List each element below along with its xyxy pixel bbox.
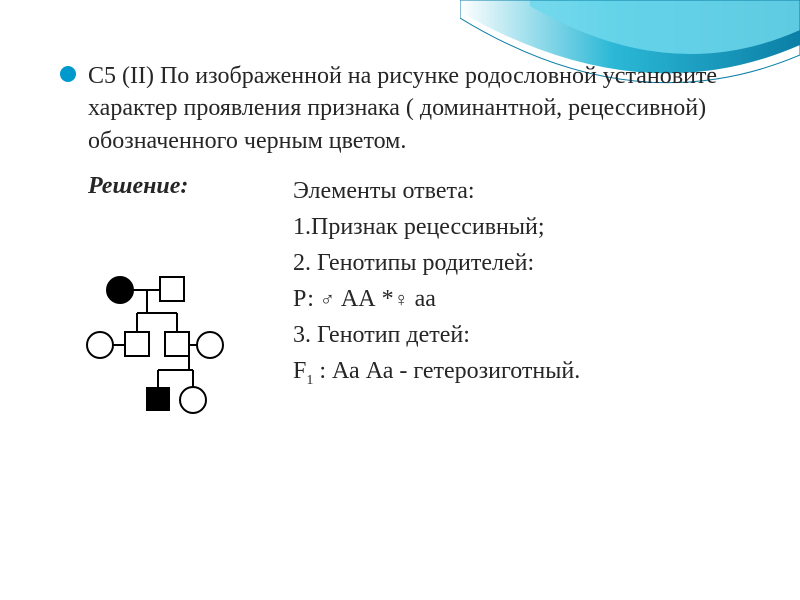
answers-block: Элементы ответа: 1.Признак рецессивный; … bbox=[293, 173, 580, 391]
male-icon: ♂ bbox=[320, 289, 335, 311]
answer-line-2: 2. Генотипы родителей: bbox=[293, 245, 580, 281]
answer-line-3: Р: ♂ АА *♀ аа bbox=[293, 281, 580, 317]
answer-line-1: 1.Признак рецессивный; bbox=[293, 209, 580, 245]
f-label: F bbox=[293, 358, 306, 384]
pedigree-diagram bbox=[85, 275, 255, 445]
cross-sym: * bbox=[382, 286, 394, 312]
p-label: Р: bbox=[293, 286, 314, 312]
answers-header: Элементы ответа: bbox=[293, 173, 580, 209]
answer-line-5: F1 : Аа Аа - гетерозиготный. bbox=[293, 353, 580, 391]
bullet-icon bbox=[60, 66, 76, 82]
geno-aa2: аа bbox=[409, 286, 436, 312]
female-icon: ♀ bbox=[394, 289, 409, 311]
geno-aa1: АА bbox=[335, 286, 382, 312]
task-text: С5 (II) По изображенной на рисунке родос… bbox=[88, 60, 760, 157]
f-rest: : Аа Аа - гетерозиготный. bbox=[313, 358, 580, 384]
answer-line-4: 3. Генотип детей: bbox=[293, 317, 580, 353]
